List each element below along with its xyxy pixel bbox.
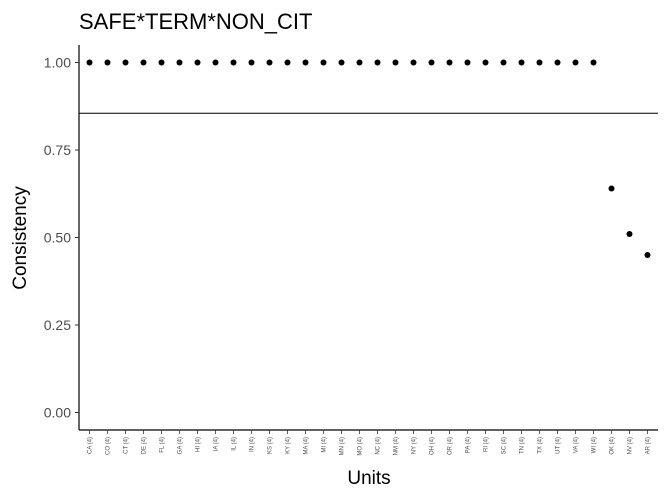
data-point — [86, 59, 93, 66]
y-tick-label: 0.50 — [44, 230, 71, 246]
x-tick-label: AR (4) — [646, 437, 652, 454]
data-point — [194, 59, 201, 66]
data-point — [410, 59, 417, 66]
x-tick-label: VA (4) — [574, 437, 580, 453]
data-point — [266, 59, 273, 66]
y-axis-label: Consistency — [10, 186, 31, 290]
data-point — [212, 59, 219, 66]
data-point — [590, 59, 597, 66]
x-tick-label: HI (4) — [196, 437, 202, 452]
x-tick-label: NM (4) — [394, 437, 400, 455]
data-point — [356, 59, 363, 66]
x-tick-label: CA (4) — [88, 437, 94, 454]
x-tick-label: NV (4) — [628, 437, 634, 454]
data-point — [302, 59, 309, 66]
data-point — [428, 59, 435, 66]
data-point — [320, 59, 327, 66]
x-tick-label: CO (4) — [106, 437, 112, 455]
x-tick-label: NC (4) — [376, 437, 382, 455]
x-tick-label: DE (4) — [142, 437, 148, 454]
data-point — [626, 231, 633, 237]
x-tick-label: TX (4) — [538, 437, 544, 454]
x-tick-label: KY (4) — [286, 437, 292, 454]
x-tick-label: CT (4) — [124, 437, 130, 454]
x-tick-label: MI (4) — [322, 437, 328, 453]
x-tick-label: MO (4) — [358, 437, 364, 456]
x-tick-label: OK (4) — [610, 437, 616, 455]
data-point — [176, 59, 183, 66]
data-point — [338, 59, 345, 66]
data-point — [104, 59, 111, 66]
data-point — [446, 59, 453, 66]
data-point — [230, 59, 237, 66]
x-tick-label: FL (4) — [160, 437, 166, 453]
x-tick-label: OR (4) — [448, 437, 454, 455]
y-tick-label: 0.25 — [44, 317, 71, 333]
data-point — [392, 59, 399, 66]
x-tick-label: MA (4) — [304, 437, 310, 455]
x-tick-label: OH (4) — [430, 437, 436, 455]
chart-title: SAFE*TERM*NON_CIT — [79, 9, 312, 34]
data-point — [158, 59, 165, 66]
data-point — [284, 59, 291, 66]
data-point — [554, 59, 561, 66]
y-tick-label: 0.00 — [44, 405, 71, 421]
x-tick-label: IL (4) — [232, 437, 238, 451]
y-tick-label: 1.00 — [44, 55, 71, 71]
plot-area: 0.00 0.25 0.50 0.75 1.00 CA (4) CO (4) CT (4) DE… — [44, 45, 658, 456]
data-point — [248, 59, 255, 66]
y-tick-label: 0.75 — [44, 142, 71, 158]
x-tick-label: MN (4) — [340, 437, 346, 455]
data-point — [572, 59, 579, 66]
data-point — [644, 252, 651, 258]
x-tick-label: UT (4) — [556, 437, 562, 454]
data-point — [518, 59, 525, 66]
data-point — [500, 59, 507, 66]
x-axis-label: Units — [347, 468, 390, 489]
x-tick-label: TN (4) — [520, 437, 526, 454]
x-tick-label: GA (4) — [178, 437, 184, 454]
x-tick-label: SC (4) — [502, 437, 508, 454]
x-tick-label: RI (4) — [484, 437, 490, 452]
data-point — [608, 185, 615, 192]
x-tick-label: KS (4) — [268, 437, 274, 454]
data-point — [536, 59, 543, 66]
x-tick-label: IN (4) — [250, 437, 256, 452]
data-point — [122, 59, 129, 66]
data-point — [482, 59, 489, 66]
x-tick-label: PA (4) — [466, 437, 472, 453]
x-tick-label: IA (4) — [214, 437, 220, 451]
x-tick-label: NY (4) — [412, 437, 418, 454]
x-tick-label: WI (4) — [592, 437, 598, 453]
data-point — [140, 59, 147, 66]
data-point — [464, 59, 471, 66]
data-point — [374, 59, 381, 66]
